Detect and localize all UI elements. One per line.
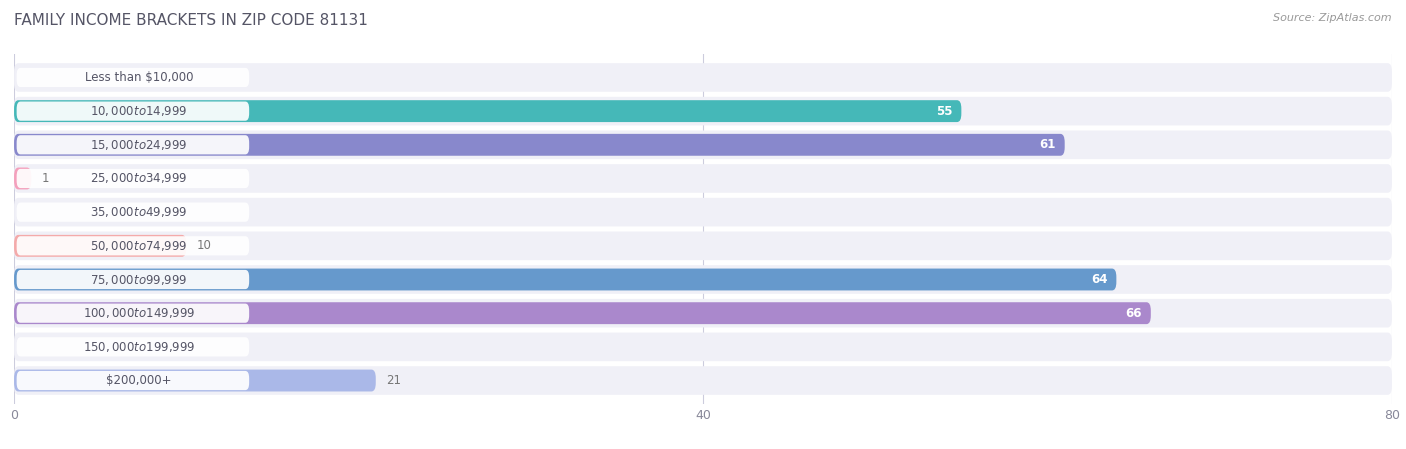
- FancyBboxPatch shape: [14, 100, 962, 122]
- Text: $10,000 to $14,999: $10,000 to $14,999: [90, 104, 187, 118]
- FancyBboxPatch shape: [17, 135, 249, 154]
- FancyBboxPatch shape: [14, 134, 1064, 156]
- Text: Less than $10,000: Less than $10,000: [84, 71, 193, 84]
- Text: 21: 21: [387, 374, 401, 387]
- FancyBboxPatch shape: [14, 164, 1392, 193]
- Text: 61: 61: [1039, 138, 1056, 151]
- Text: $75,000 to $99,999: $75,000 to $99,999: [90, 273, 187, 286]
- FancyBboxPatch shape: [14, 370, 375, 392]
- FancyBboxPatch shape: [14, 265, 1392, 294]
- Text: $100,000 to $149,999: $100,000 to $149,999: [83, 306, 195, 320]
- FancyBboxPatch shape: [14, 366, 1392, 395]
- Text: Source: ZipAtlas.com: Source: ZipAtlas.com: [1274, 13, 1392, 23]
- FancyBboxPatch shape: [17, 371, 249, 390]
- FancyBboxPatch shape: [17, 270, 249, 289]
- FancyBboxPatch shape: [14, 198, 1392, 226]
- Text: $200,000+: $200,000+: [107, 374, 172, 387]
- FancyBboxPatch shape: [14, 131, 1392, 159]
- FancyBboxPatch shape: [17, 169, 249, 188]
- FancyBboxPatch shape: [17, 337, 249, 357]
- FancyBboxPatch shape: [17, 101, 249, 121]
- Text: $150,000 to $199,999: $150,000 to $199,999: [83, 340, 195, 354]
- Text: $25,000 to $34,999: $25,000 to $34,999: [90, 172, 187, 185]
- Text: 55: 55: [936, 105, 953, 118]
- Text: 10: 10: [197, 239, 211, 252]
- FancyBboxPatch shape: [17, 68, 249, 87]
- FancyBboxPatch shape: [14, 269, 1116, 291]
- FancyBboxPatch shape: [14, 63, 1392, 92]
- Text: $50,000 to $74,999: $50,000 to $74,999: [90, 239, 187, 253]
- FancyBboxPatch shape: [14, 299, 1392, 327]
- Text: FAMILY INCOME BRACKETS IN ZIP CODE 81131: FAMILY INCOME BRACKETS IN ZIP CODE 81131: [14, 13, 368, 28]
- FancyBboxPatch shape: [17, 236, 249, 255]
- Text: 66: 66: [1126, 307, 1142, 320]
- Text: 64: 64: [1091, 273, 1108, 286]
- FancyBboxPatch shape: [17, 304, 249, 323]
- Text: $35,000 to $49,999: $35,000 to $49,999: [90, 205, 187, 219]
- FancyBboxPatch shape: [17, 202, 249, 222]
- Text: $15,000 to $24,999: $15,000 to $24,999: [90, 138, 187, 152]
- FancyBboxPatch shape: [14, 167, 31, 189]
- FancyBboxPatch shape: [14, 97, 1392, 125]
- FancyBboxPatch shape: [14, 232, 1392, 260]
- Text: 1: 1: [42, 172, 49, 185]
- FancyBboxPatch shape: [14, 302, 1152, 324]
- FancyBboxPatch shape: [14, 333, 1392, 361]
- FancyBboxPatch shape: [14, 235, 186, 257]
